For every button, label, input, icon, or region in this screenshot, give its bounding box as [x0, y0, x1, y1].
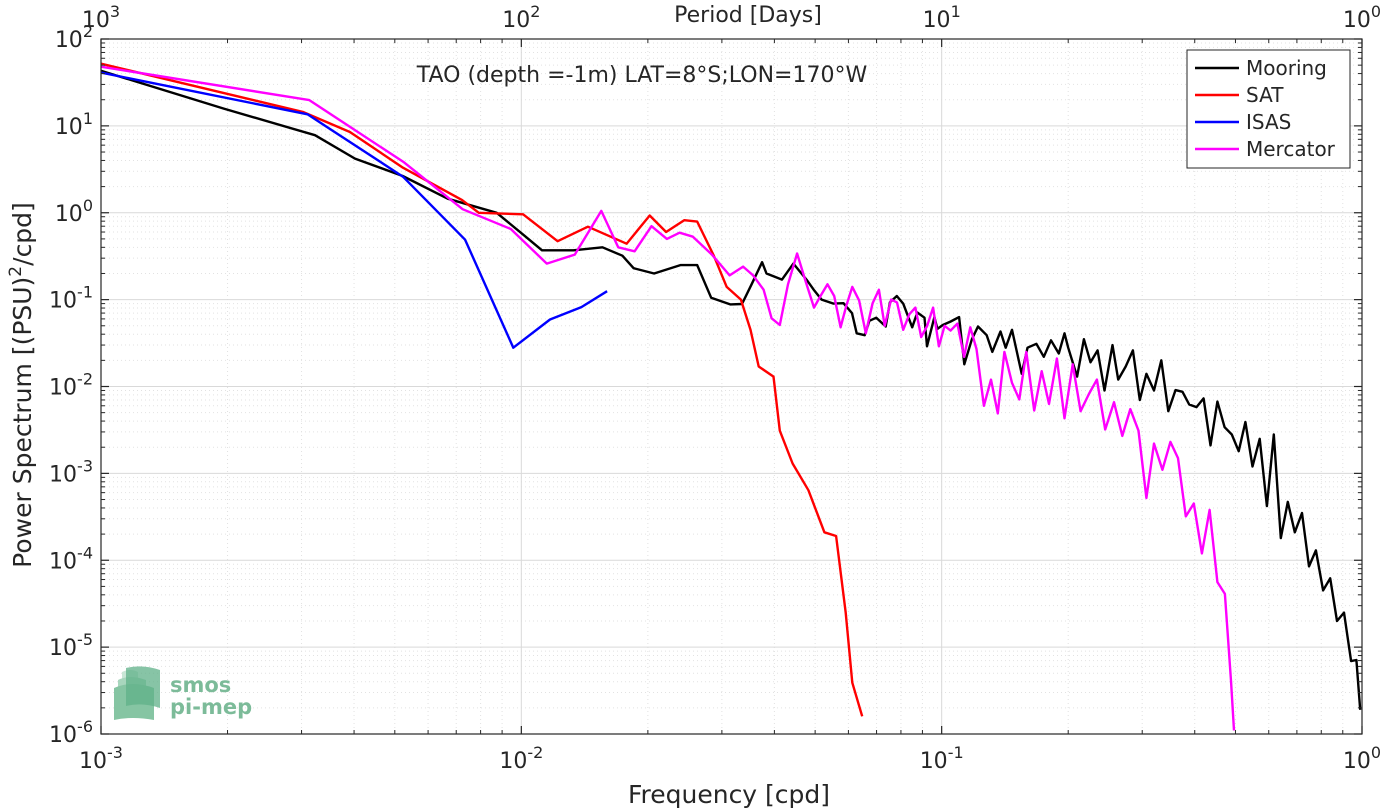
- y-tick-label: 10-3: [49, 456, 93, 487]
- x-tick-label: 10-2: [499, 743, 543, 774]
- y-tick-label: 10-1: [49, 283, 93, 314]
- series-line-isas: [100, 71, 608, 349]
- logo-text-smos: smos: [170, 673, 231, 697]
- legend-label-isas: ISAS: [1246, 110, 1291, 134]
- y-axis-label: Power Spectrum [(PSU)2/cpd]: [6, 202, 37, 568]
- series-line-mercator: [100, 65, 1236, 731]
- top-axis-ticks: 103 102 101 100: [82, 2, 1381, 33]
- legend: Mooring SAT ISAS Mercator: [1186, 49, 1351, 169]
- top-axis-label: Period [Days]: [674, 3, 822, 28]
- x-axis-ticks: 10-3 10-2 10-1 100: [79, 39, 1381, 774]
- y-tick-label: 101: [55, 109, 93, 140]
- top-tick-label: 103: [82, 2, 120, 33]
- x-axis-label: Frequency [cpd]: [628, 780, 830, 809]
- y-tick-label: 10-4: [49, 543, 93, 574]
- series-line-mooring: [100, 69, 1362, 710]
- y-axis-ticks: 102 101 100 10-1 10-2 10-3 10-4 10-5 10-6: [49, 22, 1362, 748]
- legend-label-mercator: Mercator: [1246, 137, 1336, 161]
- y-axis-label-unit: /cpd]: [8, 202, 37, 266]
- top-tick-label: 100: [1343, 2, 1381, 33]
- legend-label-sat: SAT: [1246, 83, 1284, 107]
- smos-pi-mep-logo: smos pi-mep: [114, 666, 252, 720]
- top-tick-label: 101: [923, 2, 961, 33]
- chart-title: TAO (depth =-1m) LAT=8°S;LON=170°W: [416, 63, 868, 88]
- logo-waves-icon: [114, 666, 160, 720]
- y-axis-label-sup: 2: [6, 266, 26, 277]
- y-tick-label: 10-5: [49, 630, 93, 661]
- series-lines: [100, 62, 1362, 731]
- x-tick-label: 100: [1343, 743, 1381, 774]
- x-tick-label: 10-1: [920, 743, 964, 774]
- y-tick-label: 10-2: [49, 370, 93, 401]
- x-tick-label: 10-3: [79, 743, 123, 774]
- y-tick-label: 100: [55, 196, 93, 227]
- y-tick-label: 102: [55, 22, 93, 53]
- series-line-sat: [100, 62, 864, 717]
- y-axis-label-main: Power Spectrum [(PSU): [8, 277, 37, 568]
- top-tick-label: 102: [502, 2, 540, 33]
- legend-label-mooring: Mooring: [1246, 56, 1327, 80]
- logo-text-pi-mep: pi-mep: [170, 695, 252, 719]
- y-tick-label: 10-6: [49, 717, 93, 748]
